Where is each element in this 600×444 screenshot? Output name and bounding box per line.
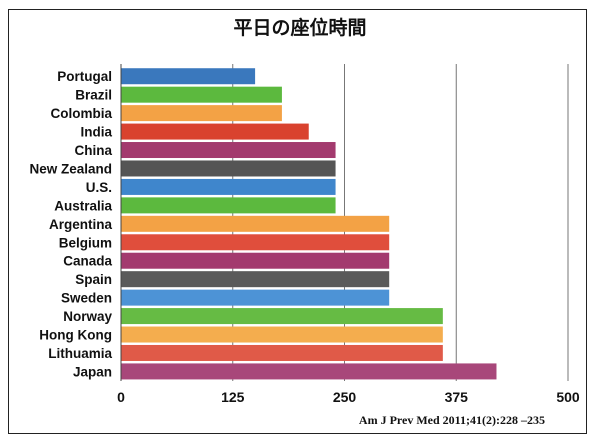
bar	[121, 271, 390, 288]
bar	[121, 123, 309, 140]
category-label: Australia	[54, 198, 112, 213]
category-label: U.S.	[86, 180, 112, 195]
category-label: Brazil	[75, 88, 112, 103]
x-tick-label: 500	[556, 389, 580, 405]
x-tick-label: 0	[117, 389, 125, 405]
x-tick-label: 250	[333, 389, 357, 405]
category-label: Sweden	[61, 291, 112, 306]
bar	[121, 215, 390, 232]
category-label: Spain	[75, 272, 112, 287]
category-label: Lithuamia	[48, 346, 112, 361]
bar	[121, 86, 282, 103]
bar	[121, 68, 256, 85]
category-label: Japan	[73, 364, 112, 379]
category-label: Hong Kong	[39, 328, 112, 343]
bar	[121, 363, 497, 380]
chart-title: 平日の座位時間	[233, 17, 367, 39]
category-label: Portugal	[57, 69, 112, 84]
source-citation: Am J Prev Med 2011;41(2):228 –235	[358, 413, 545, 427]
category-label: New Zealand	[29, 161, 112, 176]
x-tick-label: 375	[445, 389, 469, 405]
x-tick-label: 125	[221, 389, 245, 405]
category-label: China	[74, 143, 112, 158]
bar	[121, 142, 336, 159]
bar	[121, 160, 336, 177]
bar	[121, 105, 282, 122]
bar	[121, 289, 390, 306]
category-label: Belgium	[59, 235, 112, 250]
bar	[121, 326, 443, 343]
bar	[121, 252, 390, 269]
category-label: Norway	[63, 309, 112, 324]
category-label: Argentina	[49, 217, 112, 232]
category-label: Canada	[63, 254, 112, 269]
category-label: Colombia	[50, 106, 112, 121]
bar	[121, 344, 443, 361]
bar	[121, 178, 336, 195]
bar	[121, 197, 336, 214]
bar	[121, 308, 443, 325]
bar	[121, 234, 390, 251]
category-label: India	[80, 125, 112, 140]
